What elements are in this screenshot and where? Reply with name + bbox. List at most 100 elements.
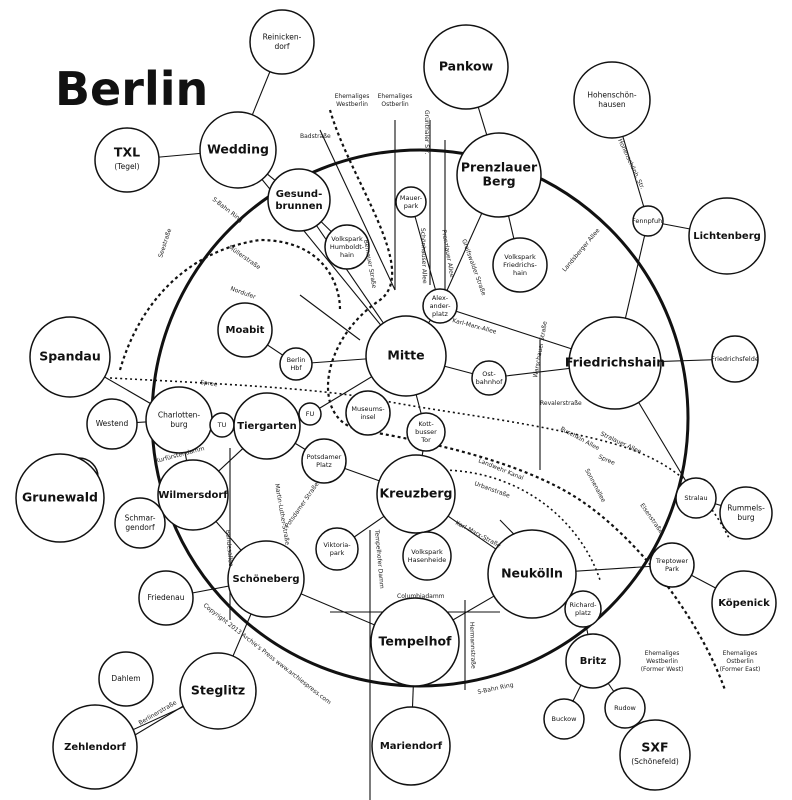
- district-museumsinsel[interactable]: Museums-insel: [345, 390, 391, 436]
- district-spandau[interactable]: Spandau: [29, 316, 111, 398]
- district-circle[interactable]: [98, 651, 154, 707]
- district-stralau[interactable]: Stralau: [675, 477, 717, 519]
- district-alexanderplatz[interactable]: Alex-ander-platz: [422, 288, 458, 324]
- district-wedding[interactable]: Wedding: [199, 111, 277, 189]
- district-tempelhof[interactable]: Tempelhof: [370, 597, 460, 687]
- district-circle[interactable]: [406, 412, 446, 452]
- district-circle[interactable]: [279, 347, 313, 381]
- district-fennpfuhl[interactable]: Fennpfuhl: [632, 205, 664, 237]
- district-dahlem[interactable]: Dahlem: [98, 651, 154, 707]
- district-circle[interactable]: [114, 497, 166, 549]
- district-reinickendorf[interactable]: Reinicken-dorf: [249, 9, 315, 75]
- district-rudow[interactable]: Rudow: [604, 687, 646, 729]
- district-circle[interactable]: [688, 197, 766, 275]
- district-viktoriapark[interactable]: Viktoria-park: [315, 527, 359, 571]
- district-circle[interactable]: [157, 459, 229, 531]
- district-circle[interactable]: [543, 698, 585, 740]
- district-buckow[interactable]: Buckow: [543, 698, 585, 740]
- district-moabit[interactable]: Moabit: [217, 302, 273, 358]
- district-circle[interactable]: [94, 127, 160, 193]
- district-mauerpark[interactable]: Mauer-park: [395, 186, 427, 218]
- district-lichtenberg[interactable]: Lichtenberg: [688, 197, 766, 275]
- district-circle[interactable]: [492, 237, 548, 293]
- district-circle[interactable]: [86, 398, 138, 450]
- district-circle[interactable]: [217, 302, 273, 358]
- district-circle[interactable]: [649, 542, 695, 588]
- district-zehlendorf[interactable]: Zehlendorf: [52, 704, 138, 790]
- district-circle[interactable]: [315, 527, 359, 571]
- district-britz[interactable]: Britz: [565, 633, 621, 689]
- district-circle[interactable]: [371, 706, 451, 786]
- district-steglitz[interactable]: Steglitz: [179, 652, 257, 730]
- district-circle[interactable]: [301, 438, 347, 484]
- district-circle[interactable]: [719, 486, 773, 540]
- district-circle[interactable]: [376, 454, 456, 534]
- district-circle[interactable]: [632, 205, 664, 237]
- district-circle[interactable]: [324, 224, 370, 270]
- district-mitte[interactable]: Mitte: [365, 315, 447, 397]
- district-circle[interactable]: [249, 9, 315, 75]
- district-richardplatz[interactable]: Richard-platz: [564, 590, 602, 628]
- district-circle[interactable]: [568, 316, 662, 410]
- district-kreuzberg[interactable]: Kreuzberg: [376, 454, 456, 534]
- district-tu[interactable]: TU: [209, 412, 235, 438]
- district-grunewald[interactable]: Grunewald: [15, 453, 105, 543]
- district-circle[interactable]: [471, 360, 507, 396]
- district-pankow[interactable]: Pankow: [423, 24, 509, 110]
- district-friedrichshain[interactable]: Friedrichshain: [565, 316, 665, 410]
- district-circle[interactable]: [402, 531, 452, 581]
- district-circle[interactable]: [604, 687, 646, 729]
- district-circle[interactable]: [138, 570, 194, 626]
- district-circle[interactable]: [487, 529, 577, 619]
- district-westend[interactable]: Westend: [86, 398, 138, 450]
- district-circle[interactable]: [675, 477, 717, 519]
- district-circle[interactable]: [395, 186, 427, 218]
- district-circle[interactable]: [29, 316, 111, 398]
- district-charlottenburg[interactable]: Charlotten-burg: [145, 386, 213, 454]
- district-wilmersdorf[interactable]: Wilmersdorf: [157, 459, 229, 531]
- district-circle[interactable]: [179, 652, 257, 730]
- district-gesundbrunnen[interactable]: Gesund-brunnen: [267, 168, 331, 232]
- district-circle[interactable]: [233, 392, 301, 460]
- district-friedrichsfelde[interactable]: Friedrichsfelde: [711, 335, 759, 383]
- district-hohenschoenhausen[interactable]: Hohenschön-hausen: [573, 61, 651, 139]
- district-circle[interactable]: [365, 315, 447, 397]
- district-circle[interactable]: [52, 704, 138, 790]
- district-friedenau[interactable]: Friedenau: [138, 570, 194, 626]
- district-circle[interactable]: [227, 540, 305, 618]
- district-fu[interactable]: FU: [298, 402, 322, 426]
- district-circle[interactable]: [298, 402, 322, 426]
- district-koepenick[interactable]: Köpenick: [711, 570, 777, 636]
- district-circle[interactable]: [619, 719, 691, 791]
- district-circle[interactable]: [711, 570, 777, 636]
- district-schoeneberg[interactable]: Schöneberg: [227, 540, 305, 618]
- district-circle[interactable]: [370, 597, 460, 687]
- district-circle[interactable]: [423, 24, 509, 110]
- district-neukoelln[interactable]: Neukölln: [487, 529, 577, 619]
- district-ostbahnhof[interactable]: Ost-bahnhof: [471, 360, 507, 396]
- district-circle[interactable]: [565, 633, 621, 689]
- district-circle[interactable]: [15, 453, 105, 543]
- district-sxf[interactable]: SXF (Schönefeld): [619, 719, 691, 791]
- district-circle[interactable]: [564, 590, 602, 628]
- district-circle[interactable]: [345, 390, 391, 436]
- district-txl[interactable]: TXL (Tegel): [94, 127, 160, 193]
- district-mariendorf[interactable]: Mariendorf: [371, 706, 451, 786]
- district-tiergarten[interactable]: Tiergarten: [233, 392, 301, 460]
- district-rummelsburg[interactable]: Rummels-burg: [719, 486, 773, 540]
- district-circle[interactable]: [573, 61, 651, 139]
- district-circle[interactable]: [267, 168, 331, 232]
- district-circle[interactable]: [711, 335, 759, 383]
- district-circle[interactable]: [422, 288, 458, 324]
- district-circle[interactable]: [199, 111, 277, 189]
- district-schmargendorf[interactable]: Schmar-gendorf: [114, 497, 166, 549]
- district-circle[interactable]: [456, 132, 542, 218]
